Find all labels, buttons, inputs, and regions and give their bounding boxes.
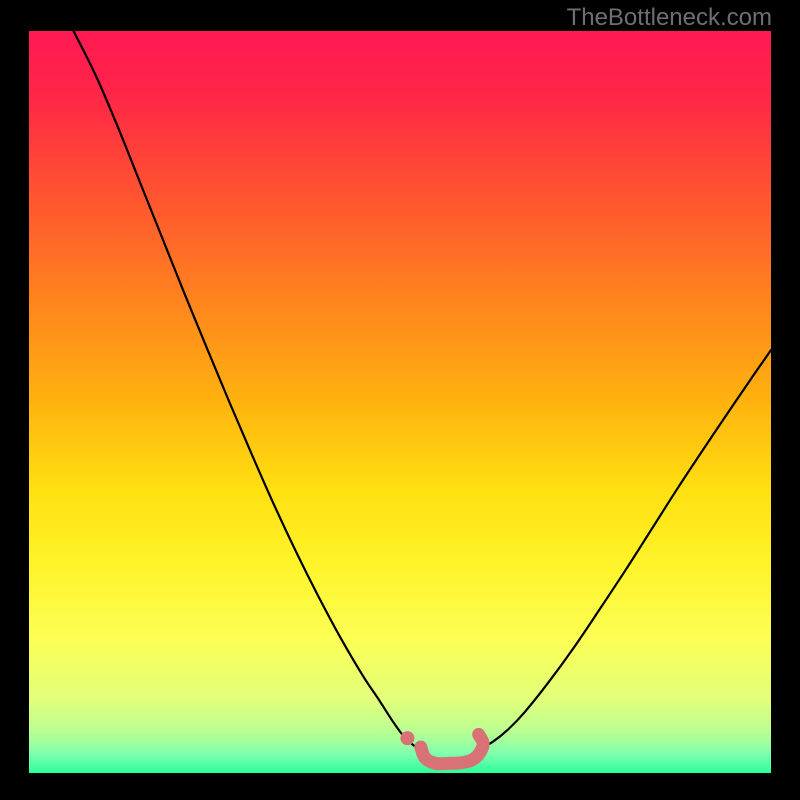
plot-svg bbox=[29, 31, 771, 773]
chart-stage: TheBottleneck.com bbox=[0, 0, 800, 800]
plot-area bbox=[29, 31, 771, 773]
watermark-text: TheBottleneck.com bbox=[567, 4, 772, 32]
accent-dot bbox=[400, 731, 414, 745]
gradient-background bbox=[29, 31, 771, 773]
